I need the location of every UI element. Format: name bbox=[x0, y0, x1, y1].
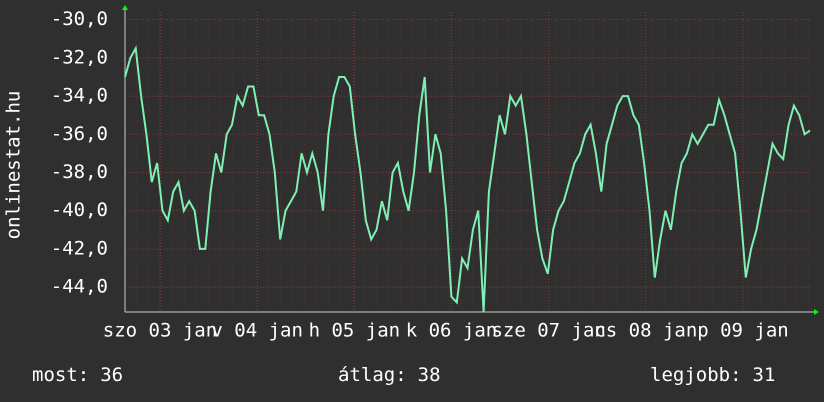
y-axis-label: onlinestat.hu bbox=[3, 91, 25, 240]
y-arrow bbox=[122, 5, 128, 10]
x-tick-label: k 06 jan bbox=[406, 320, 498, 342]
y-tick-label: -40,0 bbox=[51, 199, 108, 221]
y-tick-label: -30,0 bbox=[51, 8, 108, 30]
x-arrow bbox=[814, 309, 819, 315]
y-tick-label: -38,0 bbox=[51, 161, 108, 183]
x-tick-label: szo 03 jan bbox=[103, 320, 217, 342]
stat: legjobb: 31 bbox=[650, 364, 775, 386]
stat: átlag: 38 bbox=[338, 364, 441, 386]
x-tick-label: p 09 jan bbox=[697, 320, 789, 342]
x-tick-label: cs 08 jan bbox=[594, 320, 697, 342]
y-tick-label: -36,0 bbox=[51, 123, 108, 145]
x-tick-label: sze 07 jan bbox=[491, 320, 605, 342]
stat-value: 38 bbox=[418, 364, 441, 386]
stat-value: 31 bbox=[753, 364, 776, 386]
y-tick-label: -32,0 bbox=[51, 46, 108, 68]
y-tick-label: -44,0 bbox=[51, 276, 108, 298]
y-tick-label: -42,0 bbox=[51, 237, 108, 259]
x-tick-label: v 04 jan bbox=[211, 320, 303, 342]
y-tick-label: -34,0 bbox=[51, 85, 108, 107]
stat-value: 36 bbox=[100, 364, 123, 386]
stat: most: 36 bbox=[32, 364, 123, 386]
stat-label: legjobb: bbox=[650, 364, 742, 386]
stat-label: átlag: bbox=[338, 364, 407, 386]
series-line bbox=[124, 45, 811, 313]
x-tick-label: h 05 jan bbox=[309, 320, 401, 342]
stat-label: most: bbox=[32, 364, 89, 386]
